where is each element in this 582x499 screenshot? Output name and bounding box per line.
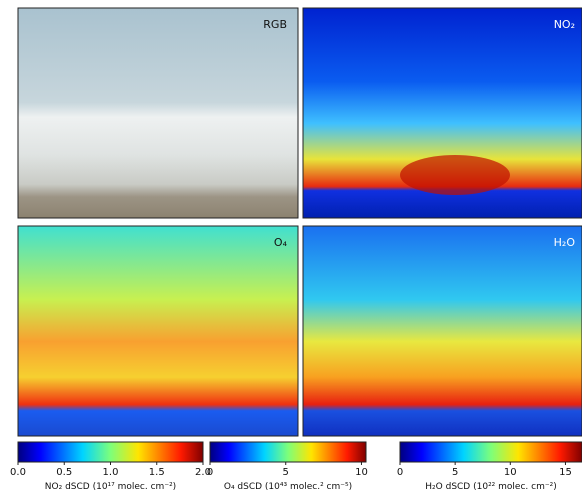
colorbar-label: H₂O dSCD (10²² molec. cm⁻²) (425, 482, 556, 492)
tick-label: 5 (452, 467, 458, 478)
panels: RGB NO₂ O₄ H₂O (18, 8, 582, 436)
rgb-image (18, 8, 298, 218)
panel-label: O₄ (274, 236, 288, 249)
panel-label: RGB (263, 18, 287, 31)
colorbar (210, 442, 366, 462)
tick-label: 10 (504, 467, 517, 478)
tick-label: 0 (207, 467, 213, 478)
tick-label: 0.5 (56, 467, 72, 478)
tick-label: 10 (355, 467, 368, 478)
colorbar-label: O₄ dSCD (10⁴³ molec.² cm⁻⁵) (224, 482, 352, 492)
tick-label: 5 (283, 467, 289, 478)
h2o-image (303, 226, 582, 436)
colorbar (400, 442, 582, 462)
panel-label: H₂O (554, 236, 576, 249)
figure: RGB NO₂ O₄ H₂O 0.00.51.01.52.0NO₂ dSCD (… (0, 0, 582, 495)
tick-label: 0 (397, 467, 403, 478)
colorbar (18, 442, 203, 462)
tick-label: 0.0 (10, 467, 26, 478)
o4-image (18, 226, 298, 436)
tick-label: 1.5 (149, 467, 165, 478)
panel-label: NO₂ (554, 18, 575, 31)
tick-label: 15 (559, 467, 572, 478)
no2-plume (400, 155, 510, 195)
colorbar-label: NO₂ dSCD (10¹⁷ molec. cm⁻²) (45, 482, 176, 492)
tick-label: 1.0 (103, 467, 119, 478)
